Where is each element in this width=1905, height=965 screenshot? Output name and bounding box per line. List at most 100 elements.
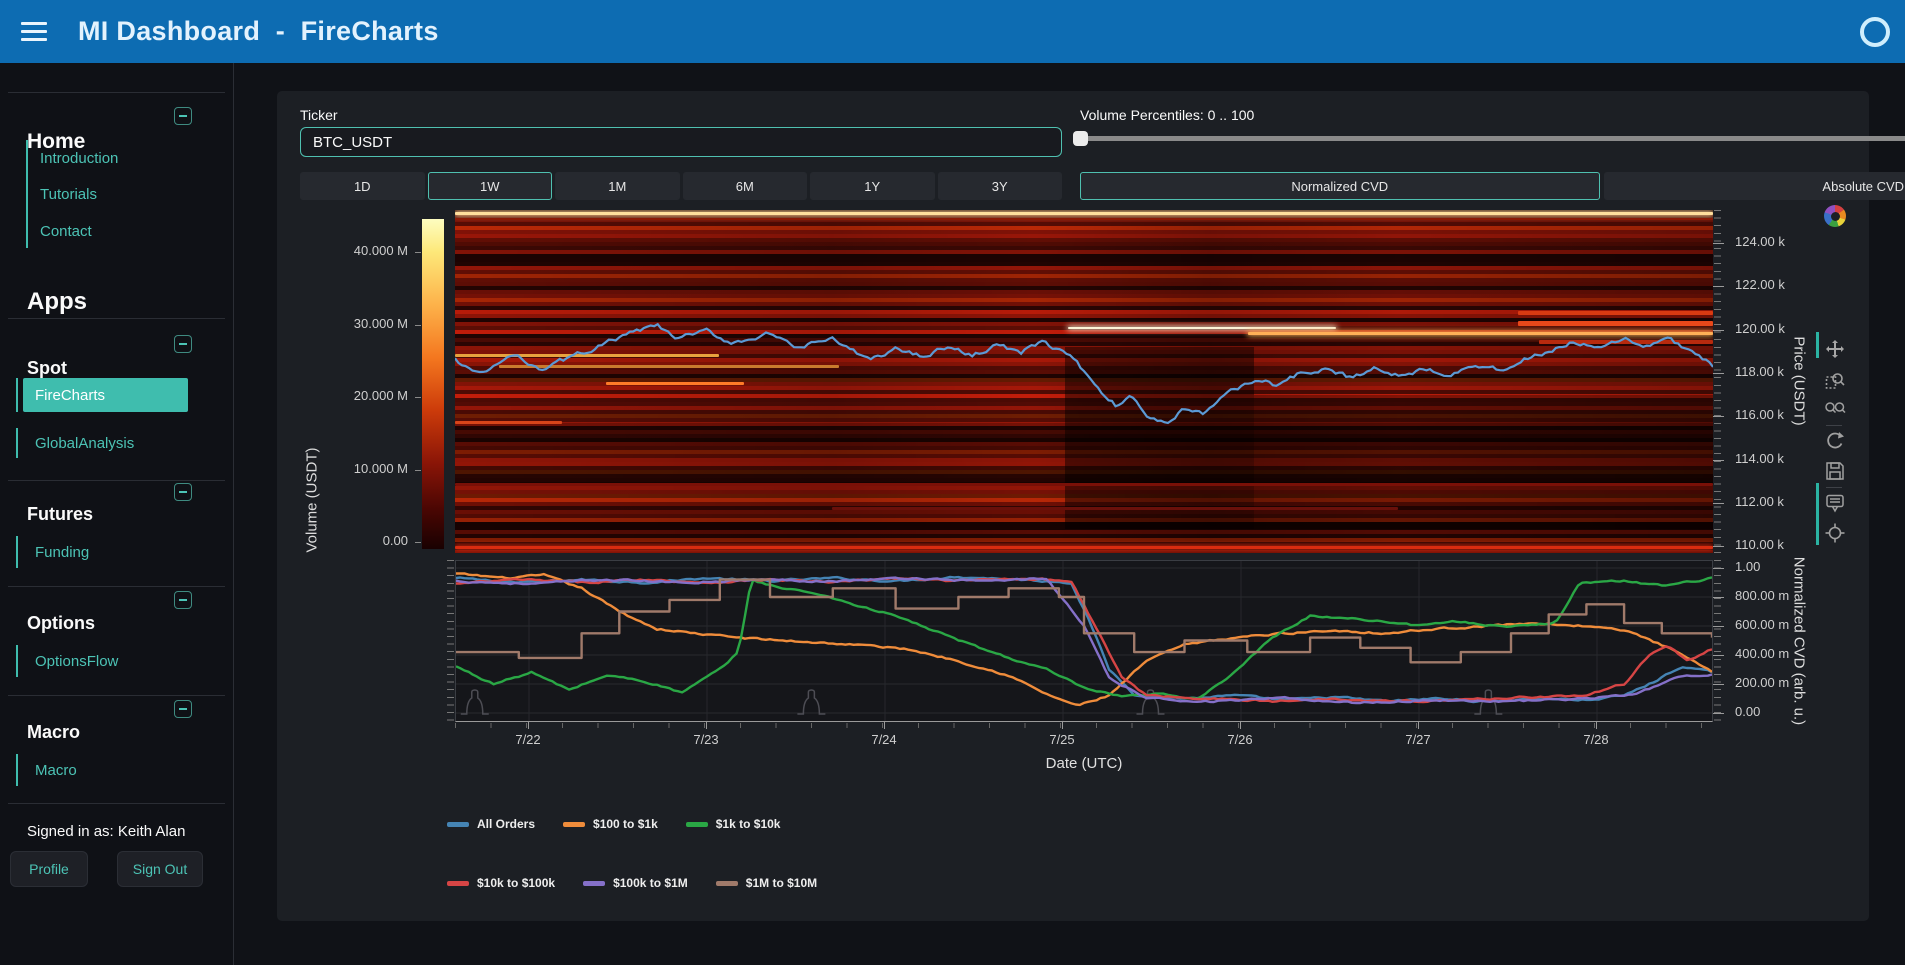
nav-group-indicator (16, 428, 18, 458)
active-tool-indicator (1816, 483, 1819, 545)
sidebar-item-globalanalysis[interactable]: GlobalAnalysis (35, 435, 134, 452)
legend-item: $10k to $100k (447, 876, 555, 890)
profile-button[interactable]: Profile (10, 851, 88, 887)
range-button-1m[interactable]: 1M (555, 172, 680, 200)
date-tick (1418, 722, 1419, 729)
header-bar: MI Dashboard - FireCharts (0, 0, 1905, 63)
price-tick (1713, 503, 1724, 504)
range-button-1d[interactable]: 1D (300, 172, 425, 200)
wheel-zoom-tool-icon[interactable] (1823, 398, 1847, 422)
range-button-1w[interactable]: 1W (428, 172, 553, 200)
legend-item: $100k to $1M (583, 876, 688, 890)
cvd-line-plot[interactable] (455, 560, 1713, 722)
sidebar-item-funding[interactable]: Funding (35, 544, 89, 561)
range-button-6m[interactable]: 6M (683, 172, 808, 200)
absolute-cvd-button[interactable]: Absolute CVD (1604, 172, 1905, 200)
price-tick-label: 124.00 k (1735, 234, 1785, 249)
divider (8, 586, 225, 587)
price-tick-label: 110.00 k (1735, 537, 1784, 552)
cvd-axis-ticks (1714, 560, 1721, 722)
price-tick-label: 122.00 k (1735, 277, 1785, 292)
price-axis-ticks (1714, 210, 1721, 553)
volume-percentiles-label: Volume Percentiles: 0 .. 100 (1080, 107, 1254, 123)
sidebar: Home Introduction Tutorials Contact Apps… (0, 63, 234, 965)
date-tick-label: 7/25 (1032, 732, 1092, 747)
collapse-spot-button[interactable] (174, 335, 192, 353)
active-indicator (16, 378, 18, 412)
nav-group-indicator (16, 536, 18, 568)
collapse-options-button[interactable] (174, 591, 192, 609)
cvd-tick-label: 0.00 (1735, 704, 1760, 719)
minus-icon (179, 115, 187, 117)
legend-swatch (686, 822, 708, 827)
price-axis-label: Price (USDT) (1791, 336, 1808, 425)
sidebar-section-spot: Spot (27, 358, 67, 379)
colorbar-tick-label: 0.00 (307, 533, 408, 548)
date-tick (1240, 722, 1241, 729)
cvd-tick-label: 600.00 m (1735, 617, 1789, 632)
box-zoom-tool-icon[interactable] (1823, 369, 1847, 393)
slider-handle-min[interactable] (1073, 131, 1088, 146)
minus-icon (179, 343, 187, 345)
colorbar-tick (415, 397, 421, 398)
price-line (455, 210, 1713, 553)
sidebar-item-macro[interactable]: Macro (35, 762, 77, 779)
sidebar-item-tutorials[interactable]: Tutorials (40, 186, 97, 203)
legend-item: $1M to $10M (716, 876, 817, 890)
divider (8, 803, 225, 804)
collapse-futures-button[interactable] (174, 483, 192, 501)
active-tool-indicator (1816, 332, 1819, 358)
sidebar-item-firecharts[interactable]: FireCharts (23, 378, 188, 412)
crosshair-tool-icon[interactable] (1823, 521, 1847, 545)
legend-swatch (563, 822, 585, 827)
cvd-tick (1713, 713, 1724, 714)
sign-out-button[interactable]: Sign Out (117, 851, 203, 887)
minus-icon (179, 491, 187, 493)
reset-tool-icon[interactable] (1823, 429, 1847, 453)
cvd-tick (1713, 597, 1724, 598)
volume-heatmap-plot[interactable] (455, 210, 1713, 553)
range-button-1y[interactable]: 1Y (810, 172, 935, 200)
date-axis-ticks (455, 723, 1713, 728)
divider (8, 695, 225, 696)
price-tick (1713, 243, 1724, 244)
bokeh-logo-icon[interactable] (1824, 205, 1846, 227)
collapse-home-button[interactable] (174, 107, 192, 125)
legend-item: All Orders (447, 817, 535, 831)
cvd-tick-label: 1.00 (1735, 559, 1760, 574)
collapse-macro-button[interactable] (174, 700, 192, 718)
price-tick-label: 116.00 k (1735, 407, 1784, 422)
date-tick-label: 7/24 (854, 732, 914, 747)
colorbar-tick (415, 542, 421, 543)
pan-tool-icon[interactable] (1823, 337, 1847, 361)
volume-colorbar (422, 219, 444, 549)
page-title: MI Dashboard - FireCharts (78, 16, 439, 47)
normalized-cvd-button[interactable]: Normalized CVD (1080, 172, 1600, 200)
sidebar-item-optionsflow[interactable]: OptionsFlow (35, 653, 118, 670)
save-tool-icon[interactable] (1823, 459, 1847, 483)
legend-swatch (447, 822, 469, 827)
app-root: MI Dashboard - FireCharts Home Introduct… (0, 0, 1905, 965)
sidebar-toggle-button[interactable] (16, 14, 52, 50)
sidebar-section-apps: Apps (27, 288, 87, 316)
hover-tool-icon[interactable] (1823, 491, 1847, 515)
date-tick-label: 7/27 (1388, 732, 1448, 747)
price-tick (1713, 416, 1724, 417)
ticker-input[interactable] (300, 127, 1062, 157)
date-tick (1062, 722, 1063, 729)
toolbar-separator (1826, 487, 1842, 488)
range-button-3y[interactable]: 3Y (938, 172, 1063, 200)
sidebar-item-introduction[interactable]: Introduction (40, 150, 118, 167)
sidebar-item-contact[interactable]: Contact (40, 223, 92, 240)
divider (8, 480, 225, 481)
cvd-tick (1713, 626, 1724, 627)
date-tick (528, 722, 529, 729)
nav-group-indicator (16, 645, 18, 677)
legend-swatch (447, 881, 469, 886)
cvd-tick (1713, 684, 1724, 685)
cvd-tick (1713, 568, 1724, 569)
cvd-series-3 (456, 577, 1712, 698)
sidebar-section-macro: Macro (27, 722, 80, 743)
volume-percentiles-slider[interactable] (1080, 136, 1905, 141)
cvd-left-ticks (447, 560, 454, 722)
